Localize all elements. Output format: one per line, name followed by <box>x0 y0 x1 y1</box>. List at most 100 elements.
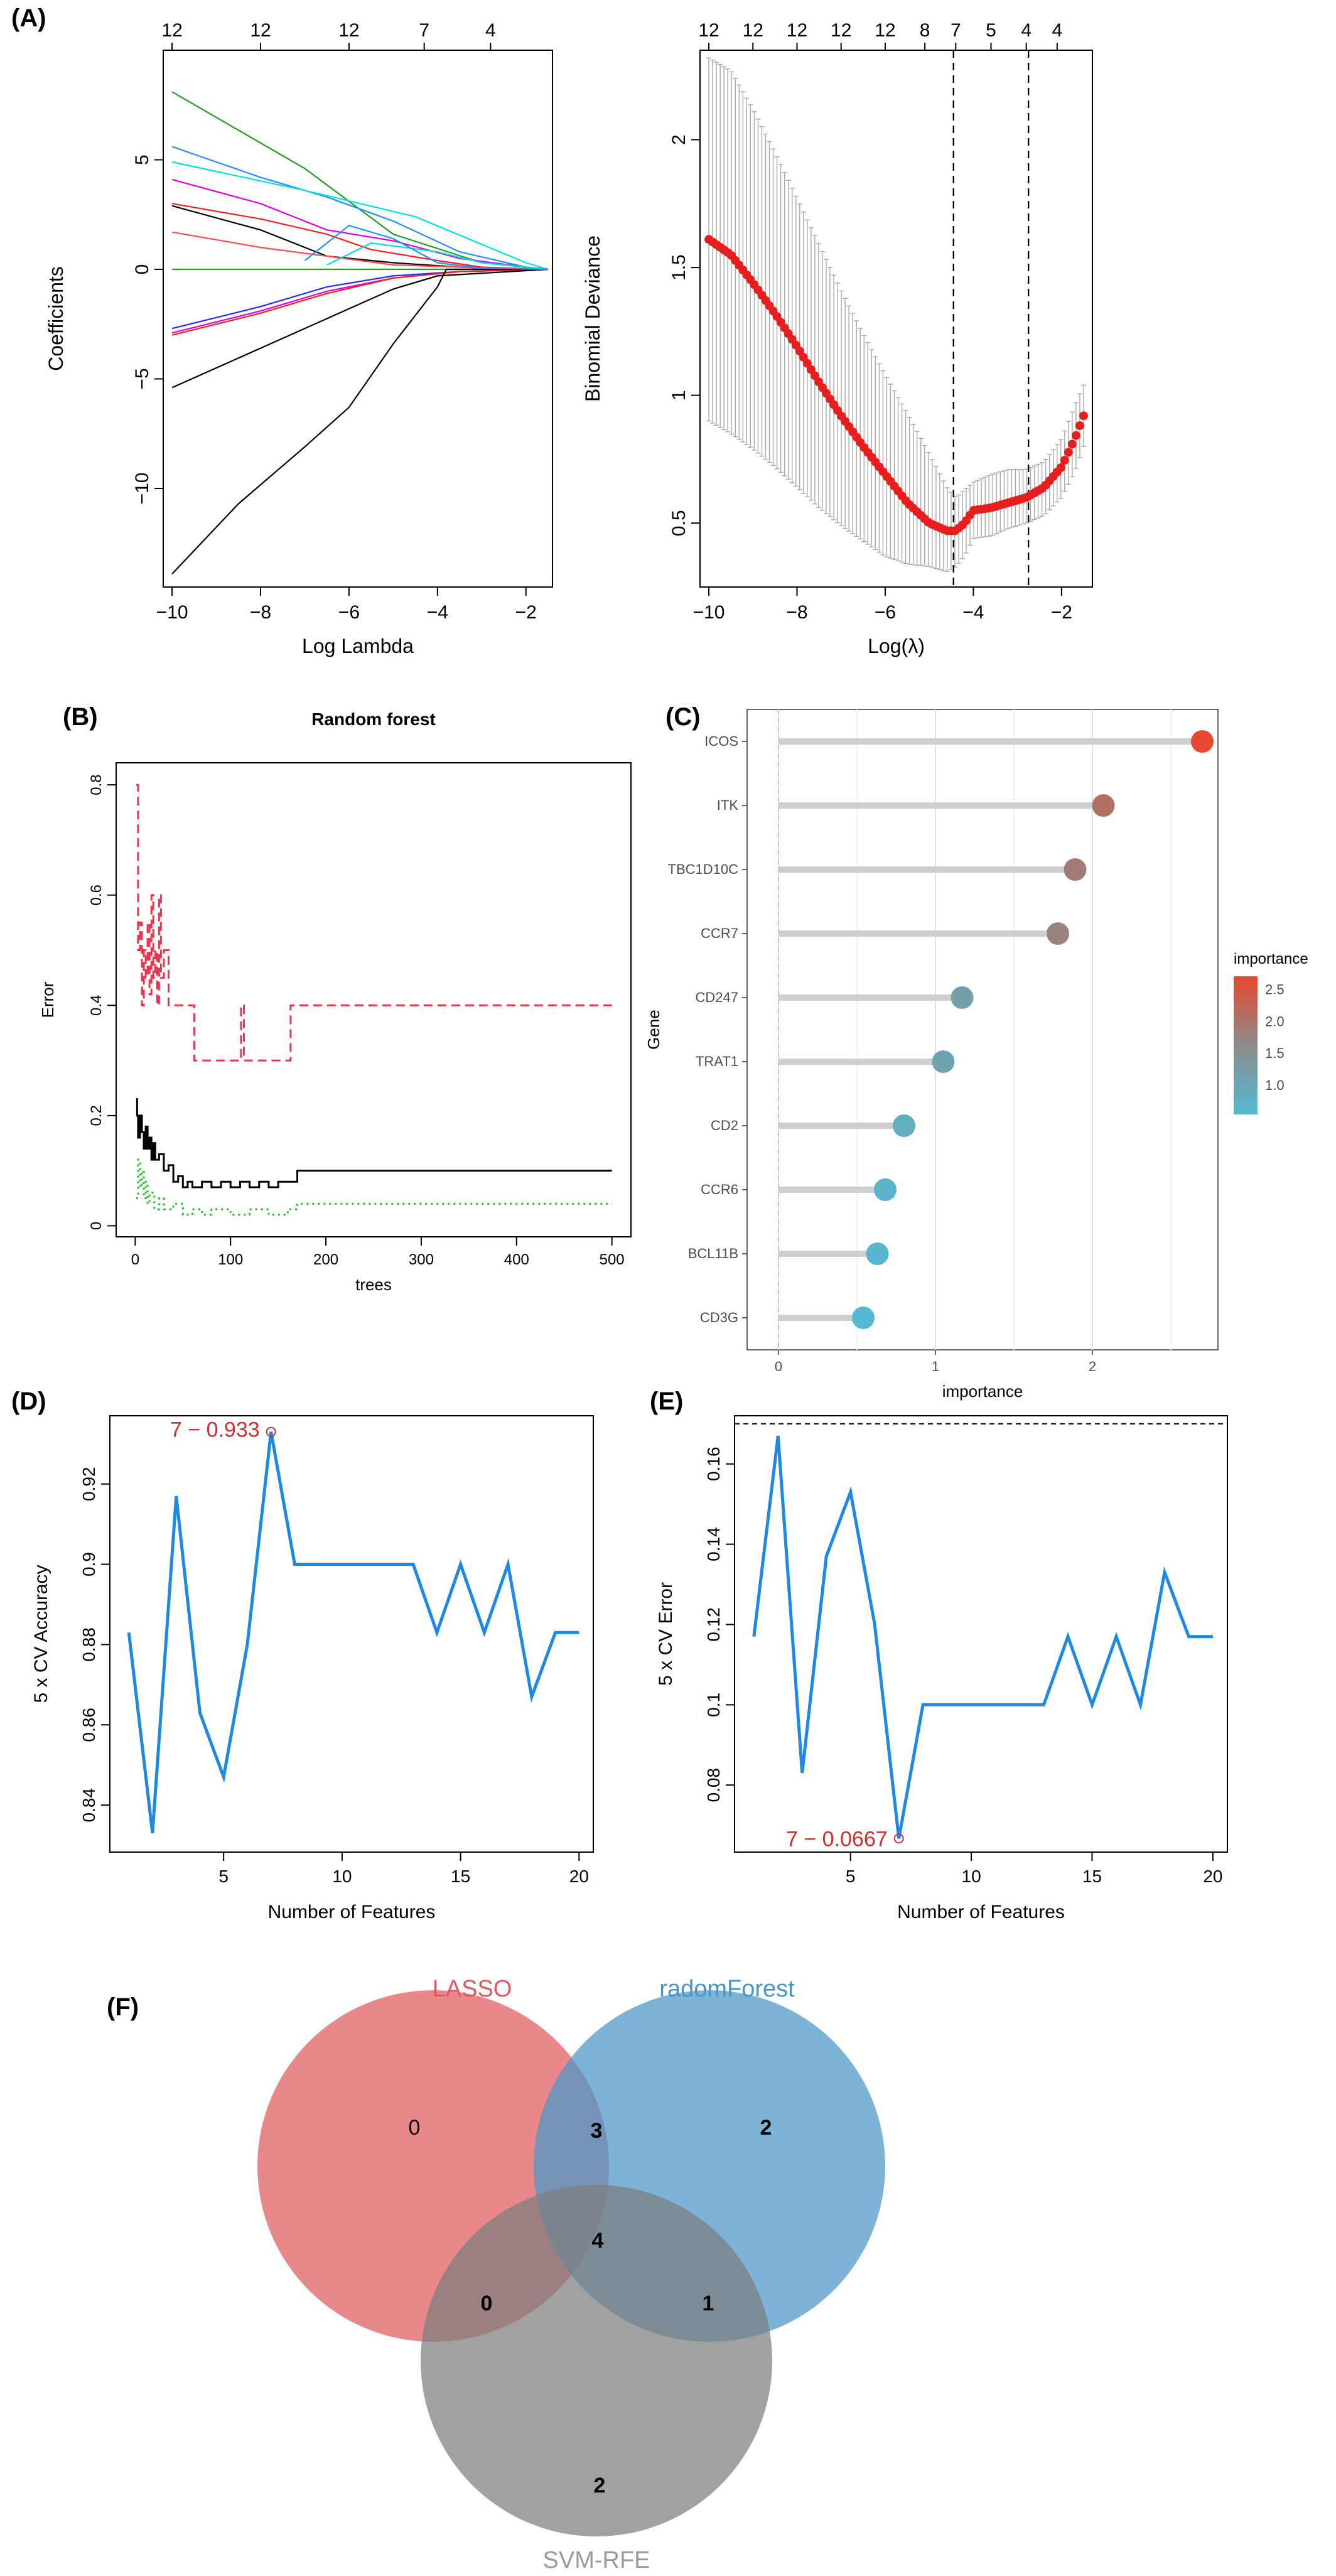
plot-frame <box>109 1415 594 1853</box>
x-tick-label: −2 <box>1051 602 1072 623</box>
svm-rfe-accuracy-chart: 5 10 15 20 0.84 0.86 0.88 0.9 0.92 Number of Feat… <box>31 1415 594 1922</box>
plot-frame <box>734 1415 1228 1853</box>
chart-title: Random forest <box>311 709 436 729</box>
x-axis-title: trees <box>355 1275 392 1294</box>
panel-label-a: (A) <box>11 4 46 32</box>
y-tick-label: 0.9 <box>79 1552 99 1576</box>
venn-set-label: LASSO <box>433 1976 512 2002</box>
panel-label-c: (C) <box>665 703 701 731</box>
x-tick-label: −6 <box>875 602 896 623</box>
y-tick-label: 0.84 <box>79 1788 99 1823</box>
y-tick-label: 0.1 <box>704 1693 723 1717</box>
x-tick-label: 1 <box>932 1359 939 1374</box>
x-tick-label: 400 <box>504 1251 529 1268</box>
panel-label-d: (D) <box>11 1388 46 1415</box>
lollipop-point <box>1047 922 1069 945</box>
y-tick-label: 5 <box>132 154 153 165</box>
coefficient-path <box>171 178 549 271</box>
optimum-annotation: 7 − 0.0667 <box>786 1827 888 1851</box>
x-tick-label: −6 <box>338 602 360 623</box>
top-axis-label: 12 <box>250 20 271 41</box>
top-axis-label: 12 <box>875 20 895 41</box>
top-axis-label: 12 <box>743 20 763 41</box>
x-tick-label: −4 <box>427 602 448 623</box>
lollipop-point <box>1191 730 1214 753</box>
deviance-point <box>1075 421 1084 430</box>
deviance-point <box>1071 431 1080 440</box>
gene-label: CD3G <box>700 1310 738 1325</box>
x-tick-label: 5 <box>218 1867 229 1886</box>
lollipop-point <box>951 986 974 1009</box>
gene-label: CD247 <box>696 989 738 1005</box>
plot-frame <box>699 50 1093 588</box>
deviance-point <box>1056 463 1065 472</box>
lollipop-point <box>1064 858 1087 881</box>
lollipop-point <box>874 1178 897 1201</box>
x-tick-label: −10 <box>693 602 725 623</box>
x-tick-label: 0 <box>775 1359 782 1374</box>
y-tick-label: 0.2 <box>88 1105 105 1126</box>
x-tick-label: −8 <box>250 602 271 623</box>
x-tick-label: 100 <box>218 1251 243 1268</box>
top-axis-label: 8 <box>920 20 930 41</box>
gene-label: TRAT1 <box>696 1054 738 1069</box>
y-axis-title: Coefficients <box>45 266 67 371</box>
y-tick-label: 0.86 <box>79 1708 99 1742</box>
panel-label-b: (B) <box>63 703 98 731</box>
coefficient-path <box>171 268 549 389</box>
lollipop-point <box>932 1050 955 1073</box>
x-axis-title: Number of Features <box>268 1902 436 1922</box>
gene-label: ITK <box>717 797 739 813</box>
y-tick-label: −5 <box>132 368 153 389</box>
venn-region-count: 0 <box>409 2116 421 2140</box>
gene-label: CCR7 <box>701 925 738 941</box>
optimum-marker <box>893 1833 904 1844</box>
gene-importance-lollipop-chart: ICOS ITK TBC1D10C CCR7 CD247 TRAT1 CD2 CCR6 BCL1… <box>644 709 1308 1401</box>
coefficient-path <box>171 268 549 334</box>
error-series-line <box>136 1158 612 1216</box>
x-axis-title: Log Lambda <box>302 635 414 657</box>
legend-tick-label: 1.5 <box>1265 1045 1285 1061</box>
deviance-point <box>1060 456 1069 465</box>
coefficient-path <box>171 268 548 574</box>
legend-title: importance <box>1234 951 1308 967</box>
legend-tick-label: 2.0 <box>1265 1013 1285 1029</box>
y-tick-label: 0.88 <box>79 1627 99 1662</box>
svm-rfe-error-chart: 5 10 15 20 0.08 0.1 0.12 0.14 0.16 Number of Feat… <box>655 1415 1228 1922</box>
gene-label: CD2 <box>711 1118 738 1133</box>
y-tick-label: 0.08 <box>704 1768 723 1803</box>
x-axis-title: Log(λ) <box>868 635 925 657</box>
gene-label: BCL11B <box>688 1246 738 1261</box>
y-axis-title: 5 x CV Error <box>655 1582 676 1686</box>
x-tick-label: 15 <box>1082 1867 1102 1886</box>
cv-curve <box>752 1435 1213 1839</box>
y-tick-label: 0 <box>88 1222 105 1230</box>
coefficient-path <box>171 268 549 336</box>
legend-tick-label: 2.5 <box>1265 981 1285 997</box>
coefficient-path <box>304 224 549 271</box>
x-tick-label: −4 <box>962 602 984 623</box>
y-tick-label: 0.16 <box>704 1447 723 1481</box>
x-tick-label: 300 <box>409 1251 434 1268</box>
x-tick-label: 0 <box>131 1251 139 1268</box>
optimum-annotation: 7 − 0.933 <box>170 1418 260 1442</box>
top-axis-label: 4 <box>485 20 496 41</box>
top-axis-label: 12 <box>787 20 807 41</box>
top-axis-label: 7 <box>951 20 961 41</box>
x-tick-label: −8 <box>786 602 807 623</box>
deviance-point <box>1079 411 1088 421</box>
y-tick-label: 0.5 <box>669 510 689 536</box>
coefficient-path <box>171 91 549 271</box>
cv-curve <box>127 1431 579 1834</box>
top-axis-label: 12 <box>338 20 359 41</box>
x-tick-label: 20 <box>1203 1867 1222 1886</box>
x-axis-title: Number of Features <box>897 1902 1065 1922</box>
y-tick-label: 0.12 <box>704 1607 723 1642</box>
random-forest-error-chart: 0 100 200 300 400 500 0 0.2 0.4 0.6 0.8 trees Error R… <box>38 709 632 1294</box>
x-tick-label: −10 <box>156 602 188 623</box>
coefficient-path <box>326 242 549 271</box>
legend-tick-label: 1.0 <box>1265 1077 1285 1093</box>
y-tick-label: 1.5 <box>669 254 689 281</box>
y-axis-title: Error <box>38 981 57 1018</box>
y-tick-label: −10 <box>132 473 153 505</box>
